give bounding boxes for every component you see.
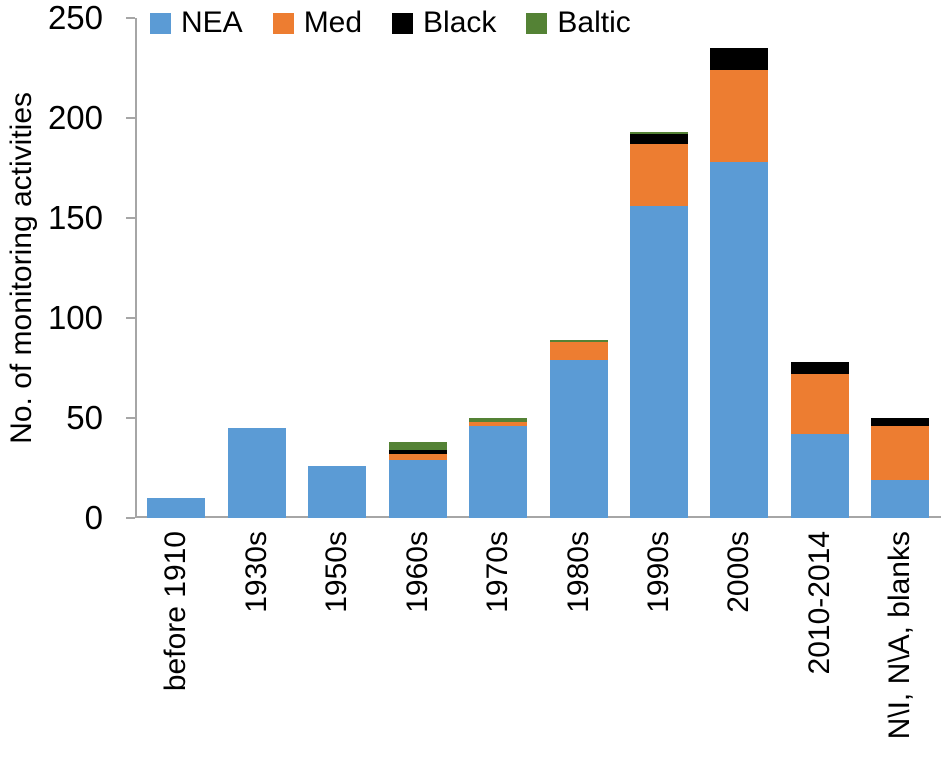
bar-segment-black-8 [790, 362, 849, 374]
y-tick-mark-200 [126, 117, 135, 119]
y-tick-label-150: 150 [47, 199, 103, 236]
y-tick-label-200: 200 [47, 99, 103, 136]
y-axis-title: No. of monitoring activities [5, 92, 38, 444]
legend-swatch-nea [150, 12, 171, 34]
bar-segment-med-4 [469, 422, 528, 426]
bar-segment-nea-9 [871, 480, 930, 518]
x-tick-label-0: before 1910 [159, 531, 193, 692]
y-tick-label-50: 50 [66, 399, 103, 436]
bar-segment-nea-2 [308, 466, 367, 518]
legend-item-nea: NEA [150, 6, 243, 40]
bar-segment-nea-8 [790, 434, 849, 518]
bar-segment-nea-1 [227, 428, 286, 518]
bar-segment-nea-5 [549, 360, 608, 518]
legend-label-black: Black [423, 6, 497, 39]
y-axis-title-wrap: No. of monitoring activities [0, 18, 44, 518]
x-tick-label-3: 1960s [400, 531, 434, 613]
y-tick-label-250: 250 [47, 0, 103, 36]
bar-segment-baltic-3 [388, 442, 447, 450]
bar-segment-med-9 [871, 426, 930, 480]
x-tick-label-4: 1970s [481, 531, 515, 613]
x-tick-label-6: 1990s [642, 531, 675, 613]
y-tick-mark-150 [126, 217, 135, 219]
bar-segment-med-6 [630, 144, 688, 206]
y-tick-label-100: 100 [47, 299, 103, 336]
bar-segment-baltic-6 [630, 132, 688, 134]
y-tick-mark-50 [126, 417, 135, 419]
legend-swatch-baltic [526, 12, 548, 34]
legend-label-nea: NEA [181, 6, 243, 39]
legend-item-black: Black [392, 6, 496, 40]
x-tick-label-8: 2010-2014 [802, 531, 836, 675]
plot-area [135, 18, 941, 518]
bar-segment-black-9 [871, 418, 930, 426]
bar-segment-nea-4 [469, 426, 528, 518]
bar-segment-baltic-5 [549, 340, 608, 342]
bar-segment-med-3 [388, 454, 447, 460]
bar-segment-nea-6 [630, 206, 688, 518]
y-tick-label-0: 0 [84, 499, 103, 536]
legend-item-med: Med [272, 6, 363, 40]
x-tick-label-2: 1950s [320, 531, 354, 613]
bar-segment-med-8 [790, 374, 849, 434]
bar-segment-black-7 [710, 48, 769, 70]
y-tick-mark-250 [126, 17, 135, 19]
x-tick-label-7: 2000s [722, 531, 756, 613]
bar-segment-black-6 [630, 134, 688, 144]
legend-swatch-med [272, 12, 294, 34]
bar-segment-baltic-4 [469, 418, 528, 422]
bar-segment-med-7 [710, 70, 769, 162]
legend-swatch-black [392, 12, 414, 34]
bar-segment-nea-7 [710, 162, 769, 518]
legend: NEA Med Black Baltic [150, 6, 631, 40]
x-tick-label-5: 1980s [561, 531, 595, 613]
bar-segment-nea-0 [147, 498, 206, 518]
x-tick-label-9: N\I, N\A, blanks [883, 531, 917, 740]
x-tick-label-1: 1930s [239, 531, 273, 613]
bar-segment-nea-3 [388, 460, 447, 518]
bar-segment-black-3 [388, 450, 447, 454]
y-tick-mark-0 [126, 517, 135, 519]
y-tick-mark-100 [126, 317, 135, 319]
legend-label-baltic: Baltic [557, 6, 631, 39]
legend-item-baltic: Baltic [526, 6, 631, 40]
bar-segment-med-5 [549, 342, 608, 360]
legend-label-med: Med [303, 6, 363, 39]
